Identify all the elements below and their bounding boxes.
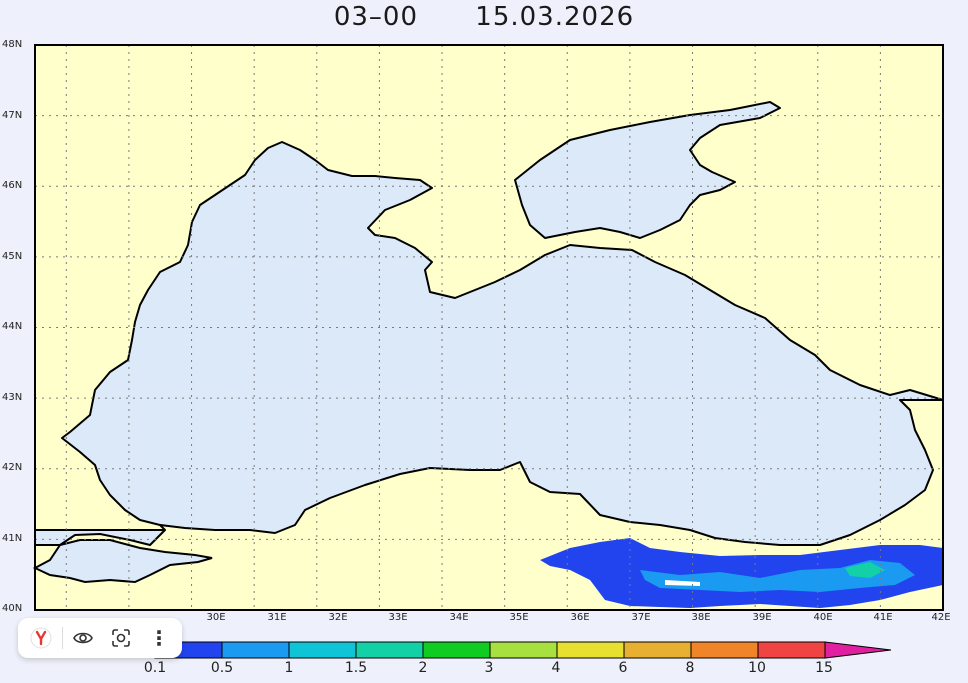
toolbar-separator <box>61 627 63 649</box>
lon-label-37: 37E <box>631 612 651 623</box>
lon-label-35: 35E <box>509 612 529 623</box>
lon-label-39: 39E <box>752 612 772 623</box>
precip-band-inner <box>845 562 885 578</box>
precip-gap <box>665 580 700 586</box>
lon-label-41: 41E <box>873 612 893 623</box>
land-north <box>34 44 944 531</box>
map-title: 03–00 15.03.2026 <box>0 2 968 38</box>
colorbar-label-0-5: 0.5 <box>210 660 234 676</box>
precip-band-outer <box>540 538 943 608</box>
map-gridlines <box>35 45 943 610</box>
precipitation-shading <box>540 538 943 608</box>
lon-label-40: 40E <box>813 612 833 623</box>
lat-label-42: 42N <box>2 462 23 473</box>
lat-label-47: 47N <box>2 110 23 121</box>
lat-label-40: 40N <box>2 603 23 614</box>
lat-label-44: 44N <box>2 321 23 332</box>
sea-of-azov <box>514 101 781 239</box>
lat-label-45: 45N <box>2 251 23 262</box>
colorbar-label-4: 4 <box>551 660 561 676</box>
colorbar-label-1: 1 <box>284 660 294 676</box>
sea-of-marmara <box>32 539 213 584</box>
lon-label-42: 42E <box>931 612 951 623</box>
lat-label-48: 48N <box>2 39 23 50</box>
colorbar-label-2: 2 <box>418 660 428 676</box>
lon-label-33: 33E <box>388 612 408 623</box>
lon-label-31: 31E <box>267 612 287 623</box>
lon-label-34: 34E <box>449 612 469 623</box>
browser-floating-toolbar: ⋮ <box>18 618 182 658</box>
colorbar-label-6: 6 <box>618 660 628 676</box>
map-frame <box>34 44 944 611</box>
lon-label-38: 38E <box>691 612 711 623</box>
lon-label-30: 30E <box>206 612 226 623</box>
lat-label-43: 43N <box>2 392 23 403</box>
colorbar-label-15: 15 <box>815 660 833 676</box>
lat-label-46: 46N <box>2 180 23 191</box>
eye-icon <box>73 632 94 644</box>
colorbar-label-10: 10 <box>748 660 766 676</box>
view-button[interactable] <box>66 623 100 653</box>
lens-search-button[interactable] <box>104 623 138 653</box>
forecast-date: 15.03.2026 <box>475 2 635 32</box>
more-vertical-icon: ⋮ <box>149 626 170 650</box>
colorbar-label-1-5: 1.5 <box>344 660 368 676</box>
yandex-button[interactable] <box>24 623 58 653</box>
forecast-run: 03–00 <box>333 2 419 32</box>
lat-label-41: 41N <box>2 533 23 544</box>
colorbar-label-8: 8 <box>685 660 695 676</box>
land-areas <box>34 44 944 531</box>
colorbar-label-0-1: 0.1 <box>143 660 167 676</box>
lon-label-32: 32E <box>328 612 348 623</box>
lon-label-36: 36E <box>570 612 590 623</box>
yandex-logo-icon <box>30 627 52 649</box>
more-menu-button[interactable]: ⋮ <box>142 623 176 653</box>
camera-lens-icon <box>112 629 131 647</box>
colorbar-label-3: 3 <box>484 660 494 676</box>
